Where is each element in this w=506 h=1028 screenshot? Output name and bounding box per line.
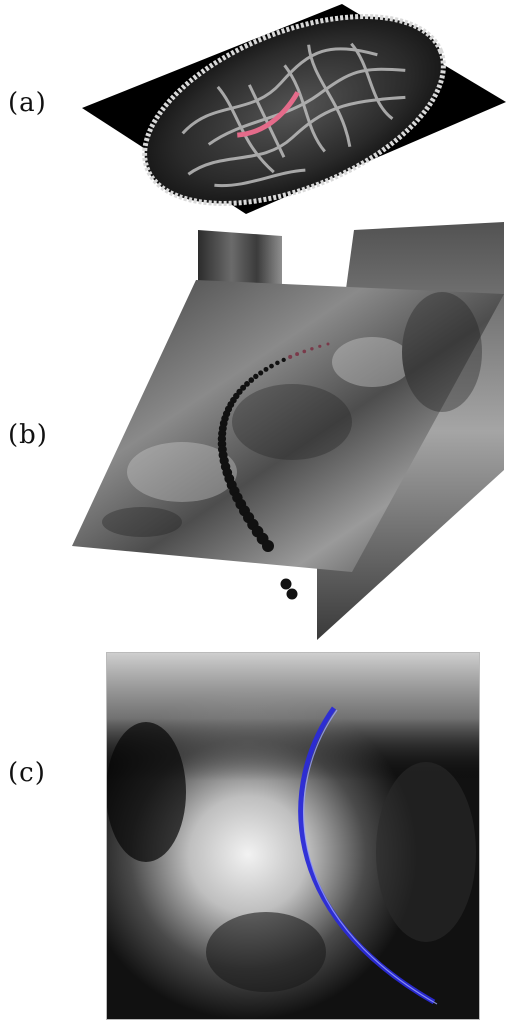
tract-bead (326, 342, 330, 346)
tract-highlight (236, 91, 300, 138)
fitted-curve-image (106, 652, 480, 1020)
tract-bead (275, 360, 280, 366)
tract-bead (253, 373, 259, 380)
tract-bead (262, 540, 274, 552)
tract-bead (302, 349, 307, 354)
tract-bead (281, 357, 286, 363)
tract-bead (240, 384, 247, 391)
orthogonal-planes-image (72, 222, 504, 640)
tract-bead (286, 588, 298, 600)
tract-bead (310, 347, 314, 351)
tract-bead (280, 578, 292, 590)
tract-bead (258, 370, 264, 376)
tract-bead (269, 363, 274, 369)
tract-bead (295, 352, 300, 357)
panel-label-b: (b) (8, 420, 48, 450)
white-matter-texture (181, 42, 406, 188)
main-plane (72, 280, 504, 572)
tract-bead (263, 366, 269, 372)
tract-bead (318, 344, 322, 348)
tract-bead (248, 377, 255, 383)
tract-bead (288, 354, 293, 359)
tract-bead (244, 381, 250, 387)
plane-texture (102, 292, 482, 537)
brain-slice-image (82, 4, 506, 214)
tract-beads (217, 342, 330, 600)
panel-label-a: (a) (8, 88, 47, 118)
panel-label-c: (c) (8, 758, 46, 788)
